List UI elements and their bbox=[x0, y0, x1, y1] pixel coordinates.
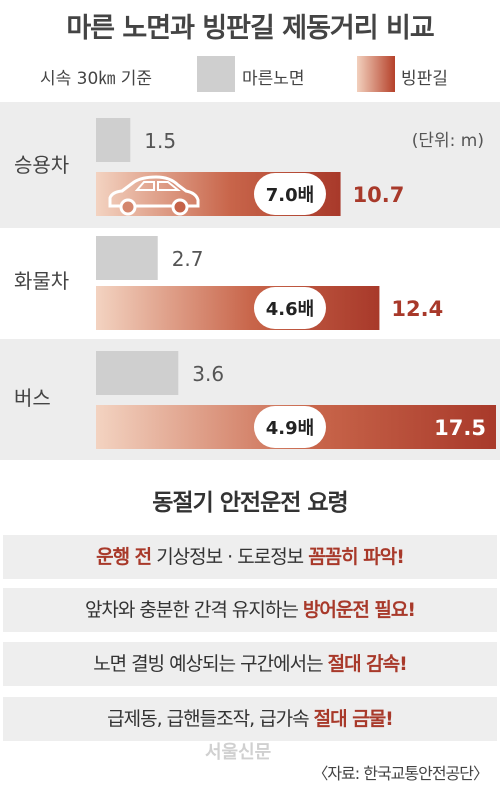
tip-3: 노면 결빙 예상되는 구간에서는 절대 감속! bbox=[3, 642, 497, 686]
ratio-pill bbox=[254, 287, 326, 329]
legend-condition: 시속 30㎞ 기준 bbox=[40, 69, 152, 89]
tip-1-emphasis-1: 운행 전 bbox=[96, 546, 152, 568]
ratio-pill bbox=[254, 406, 326, 448]
unit-label: (단위: m) bbox=[412, 131, 484, 151]
tip-1: 운행 전 기상정보 · 도로정보 꼼꼼히 파악! bbox=[3, 535, 497, 579]
value-label-ice: 10.7 bbox=[353, 183, 405, 207]
watermark: 서울신문 bbox=[205, 742, 272, 763]
tip-2: 앞차와 충분한 간격 유지하는 방어운전 필요! bbox=[3, 588, 497, 632]
legend-ice-swatch bbox=[357, 56, 395, 92]
tip-3-emphasis: 절대 감속! bbox=[327, 653, 408, 675]
tip-4-emphasis: 절대 금물! bbox=[313, 708, 394, 730]
legend-ice-label: 빙판길 bbox=[401, 69, 448, 89]
source-note: 〈자료: 한국교통안전공단〉 bbox=[312, 764, 489, 783]
value-label-ice: 17.5 bbox=[434, 416, 486, 440]
tip-2-emphasis: 방어운전 필요! bbox=[302, 599, 416, 621]
value-label-ice: 12.4 bbox=[391, 297, 443, 321]
category-label: 화물차 bbox=[14, 269, 69, 293]
ratio-pill bbox=[254, 173, 326, 215]
ratio-label: 4.9배 bbox=[266, 418, 314, 439]
legend-dry-swatch bbox=[197, 56, 235, 92]
bar-ice bbox=[96, 286, 380, 330]
tip-4-text: 급제동, 급핸들조작, 급가속 bbox=[107, 708, 314, 730]
bar-dry bbox=[96, 118, 131, 162]
braking-distance-chart: (단위: m) 승용차 1.5 7.0배 10.7 화물차 2.7 4.6배 12.4 버스 3.… bbox=[14, 118, 496, 449]
ratio-label: 7.0배 bbox=[266, 185, 314, 206]
bar-dry bbox=[96, 236, 158, 280]
category-label: 버스 bbox=[14, 386, 51, 410]
tip-4: 급제동, 급핸들조작, 급가속 절대 금물! bbox=[3, 697, 497, 741]
legend-dry-label: 마른노면 bbox=[242, 69, 305, 89]
tips-title: 동절기 안전운전 요령 bbox=[152, 490, 348, 516]
tip-2-text: 앞차와 충분한 간격 유지하는 bbox=[84, 599, 303, 621]
value-label-dry: 2.7 bbox=[172, 247, 204, 271]
legend: 시속 30㎞ 기준 마른노면 빙판길 bbox=[0, 56, 500, 92]
tip-3-text: 노면 결빙 예상되는 구간에서는 bbox=[93, 653, 328, 675]
bars-group: 승용차 1.5 7.0배 10.7 화물차 2.7 4.6배 12.4 버스 3.6 4.9배 17.… bbox=[14, 118, 496, 449]
ratio-label: 4.6배 bbox=[266, 299, 314, 320]
value-label-dry: 3.6 bbox=[192, 362, 224, 386]
chart-title: 마른 노면과 빙판길 제동거리 비교 bbox=[66, 13, 434, 44]
tip-1-emphasis-2: 꼼꼼히 파악! bbox=[308, 546, 405, 568]
bar-dry bbox=[96, 351, 179, 395]
tip-1-text: 기상정보 · 도로정보 bbox=[151, 546, 309, 568]
category-label: 승용차 bbox=[14, 153, 69, 177]
value-label-dry: 1.5 bbox=[144, 129, 176, 153]
car-icon bbox=[108, 175, 200, 216]
